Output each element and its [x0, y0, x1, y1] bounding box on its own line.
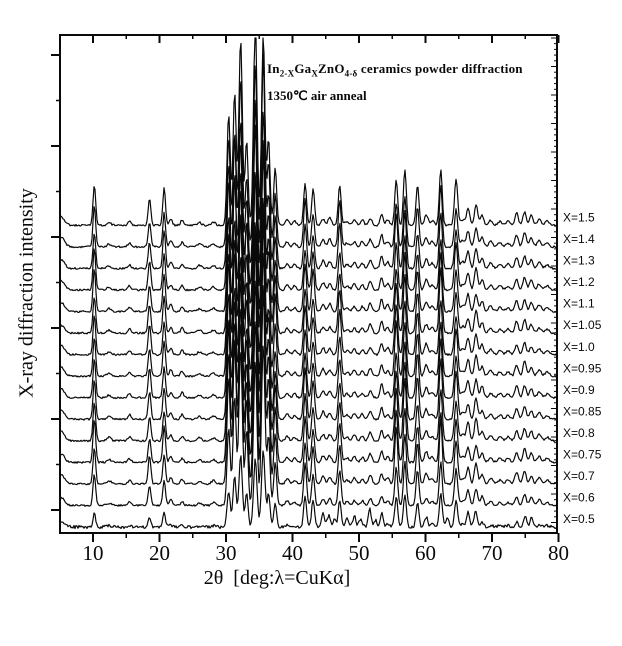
- formula-subscript: 4-δ: [344, 68, 358, 79]
- formula-subscript: 2-X: [279, 68, 295, 79]
- xrd-curve-X=1.2: [59, 102, 558, 292]
- title-text: ceramics powder diffraction: [357, 61, 523, 76]
- series-label-X=1.2: X=1.2: [563, 275, 595, 289]
- x-tick-label: 60: [415, 541, 436, 565]
- series-label-X=0.75: X=0.75: [563, 448, 602, 462]
- plot-frame: [59, 34, 558, 534]
- chart-title: In2-XGaXZnO4-δ ceramics powder diffracti…: [267, 61, 523, 79]
- series-label-X=1.3: X=1.3: [563, 254, 595, 268]
- series-label-X=0.5: X=0.5: [563, 512, 595, 526]
- series-label-X=0.6: X=0.6: [563, 491, 595, 505]
- series-label-X=1.1: X=1.1: [563, 297, 595, 311]
- series-label-X=1.5: X=1.5: [563, 210, 595, 224]
- xrd-curve-X=0.6: [59, 345, 558, 507]
- xrd-curve-X=0.5: [60, 450, 558, 530]
- xrd-curve-X=0.8: [59, 246, 558, 443]
- xrd-curve-X=0.85: [59, 223, 558, 421]
- x-tick-label: 10: [83, 541, 104, 565]
- series-label-X=0.95: X=0.95: [563, 361, 602, 375]
- series-label-X=0.85: X=0.85: [563, 404, 602, 418]
- xrd-curve-X=1.1: [59, 124, 558, 313]
- series-label-X=0.9: X=0.9: [563, 383, 595, 397]
- x-axis-label: 2θ [deg:λ=CuKα]: [203, 567, 351, 589]
- series-label-X=0.7: X=0.7: [563, 469, 595, 483]
- y-axis-label: X-ray diffraction intensity: [15, 188, 38, 398]
- formula-part: In: [267, 61, 280, 76]
- xrd-curve-X=1.05: [59, 154, 558, 335]
- series-label-X=1.0: X=1.0: [563, 340, 595, 354]
- formula-subscript: X: [311, 68, 319, 79]
- xrd-curve-X=0.7: [59, 290, 557, 486]
- xrd-curve-X=0.95: [59, 197, 558, 378]
- xrd-curve-X=1.4: [59, 37, 558, 249]
- x-tick-label: 20: [149, 541, 170, 565]
- x-tick-label: 70: [482, 541, 503, 565]
- series-label-X=1.4: X=1.4: [563, 232, 595, 246]
- x-tick-label: 80: [548, 541, 569, 565]
- x-tick-label: 50: [349, 541, 370, 565]
- xrd-curve-X=1.5: [59, 37, 558, 227]
- x-tick-label: 40: [282, 541, 303, 565]
- xrd-curve-X=1.3: [59, 58, 558, 270]
- formula-part: Ga: [294, 61, 312, 76]
- xrd-curve-X=0.9: [59, 212, 558, 400]
- x-tick-label: 30: [216, 541, 237, 565]
- xrd-curve-X=1.0: [59, 144, 558, 357]
- xrd-curve-X=0.75: [59, 280, 558, 464]
- chart-subtitle: 1350℃ air anneal: [267, 88, 367, 103]
- series-label-X=1.05: X=1.05: [563, 318, 602, 332]
- formula-part: ZnO: [318, 61, 345, 76]
- series-label-X=0.8: X=0.8: [563, 426, 595, 440]
